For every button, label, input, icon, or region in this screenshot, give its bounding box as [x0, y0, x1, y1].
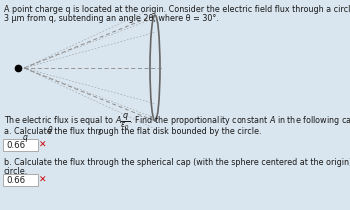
Text: 0.66: 0.66 [6, 141, 25, 150]
Text: q: q [23, 133, 28, 142]
Text: a. Calculate the flux through the flat disk bounded by the circle.: a. Calculate the flux through the flat d… [4, 127, 261, 136]
Text: circle.: circle. [4, 167, 28, 176]
Text: The electric flux is equal to $A\dfrac{q}{\varepsilon_0}$. Find the proportional: The electric flux is equal to $A\dfrac{q… [4, 112, 350, 132]
Text: b. Calculate the flux through the spherical cap (with the sphere centered at the: b. Calculate the flux through the spheri… [4, 158, 350, 167]
FancyBboxPatch shape [4, 139, 38, 151]
Text: 3 μm from q, subtending an angle 2θ, where θ = 30°.: 3 μm from q, subtending an angle 2θ, whe… [4, 14, 219, 23]
Text: A point charge q is located at the origin. Consider the electric field flux thro: A point charge q is located at the origi… [4, 5, 350, 14]
Text: $\ell$: $\ell$ [97, 127, 102, 137]
Text: ✕: ✕ [39, 176, 47, 185]
Text: 0.66: 0.66 [6, 176, 25, 185]
FancyBboxPatch shape [4, 175, 38, 186]
Text: ✕: ✕ [39, 141, 47, 150]
Text: $\theta$: $\theta$ [48, 124, 54, 135]
